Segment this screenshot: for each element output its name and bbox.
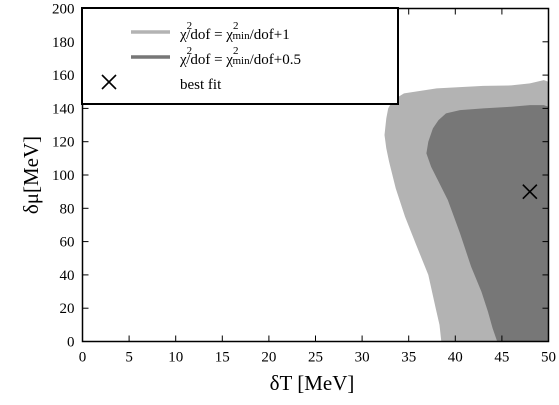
y-tick-label: 60 (60, 235, 75, 251)
x-tick-label: 0 (79, 350, 87, 366)
x-tick-label: 10 (168, 350, 183, 366)
x-tick-label: 5 (125, 350, 133, 366)
contour-region-2 (426, 105, 549, 342)
tick-labels: 0 5 10 15 20 25 30 35 40 45 50 0 20 40 60 80 100 120 140 16… (52, 2, 556, 366)
x-tick-label: 30 (355, 350, 370, 366)
x-tick-label: 15 (215, 350, 230, 366)
y-tick-label: 120 (52, 135, 75, 151)
x-tick-label: 40 (448, 350, 463, 366)
y-tick-label: 160 (52, 68, 75, 84)
x-tick-label: 20 (261, 350, 276, 366)
contour-regions (384, 80, 549, 342)
legend-entry-05: χ2/dof = χ2 min/dof+0.5 (179, 45, 301, 68)
x-axis-label: δT [MeV] (270, 371, 355, 395)
y-tick-label: 180 (52, 35, 75, 51)
legend-entry-best-fit: best fit (180, 77, 222, 93)
x-tick-label: 25 (308, 350, 323, 366)
y-tick-label: 80 (60, 201, 75, 217)
y-tick-label: 200 (52, 2, 75, 18)
best-fit-point (522, 184, 538, 200)
best-fit-marker (522, 184, 538, 200)
y-tick-label: 40 (60, 268, 75, 284)
x-tick-label: 35 (401, 350, 416, 366)
y-axis-label: δμ[MeV] (19, 136, 43, 214)
legend-best-fit-symbol (101, 74, 117, 90)
y-tick-label: 0 (67, 335, 75, 351)
x-tick-label: 50 (541, 350, 556, 366)
legend: χ2/dof = χ2 min/dof+1 χ2/dof = χ2 min/dof+… (81, 7, 399, 105)
y-tick-label: 100 (52, 168, 75, 184)
y-tick-label: 20 (60, 301, 75, 317)
y-tick-label: 140 (52, 101, 75, 117)
legend-entry-1: χ2/dof = χ2 min/dof+1 (179, 20, 290, 43)
x-tick-label: 45 (494, 350, 509, 366)
